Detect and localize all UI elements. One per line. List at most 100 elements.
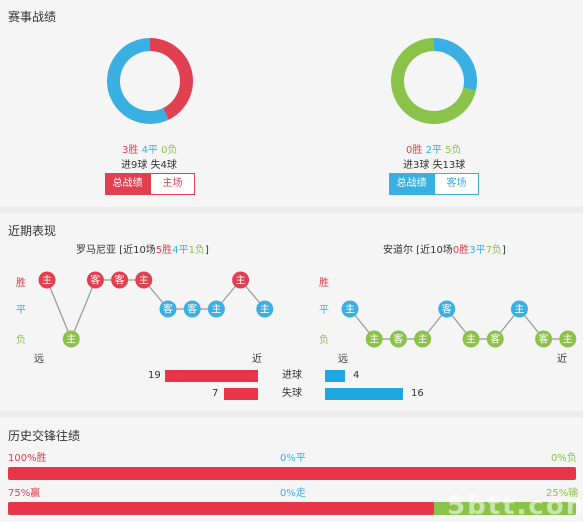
right-form-match-dot xyxy=(365,330,383,348)
right-form-chart: 主主客主客主 客主客主 xyxy=(341,300,577,348)
left-form-prefix: [近10场 xyxy=(116,245,156,256)
right-form-header: 安道尔 [近10场0胜3平7负] xyxy=(383,241,506,256)
left-form-chart: 主主客客主客客主主主 xyxy=(38,271,274,348)
right-form-match-dot xyxy=(510,300,528,318)
right-record-tabs: 总战绩 客场 xyxy=(389,173,479,195)
h2h-handicap-loss-pct: 25%输 xyxy=(546,488,579,499)
h2h-draw-pct: 0%平 xyxy=(280,453,306,464)
record-title: 赛事战绩 xyxy=(8,10,57,24)
left-wins: 3胜 xyxy=(122,145,139,156)
left-goals: 进9球 xyxy=(121,160,148,171)
right-form-trend-line xyxy=(349,308,568,340)
left-form-match-dot xyxy=(207,300,225,318)
left-conceded-value: 7 xyxy=(212,388,219,399)
left-draws: 4平 xyxy=(141,145,158,156)
record-donuts xyxy=(106,38,477,124)
left-form-venue-label: 客 xyxy=(187,303,197,316)
left-form-losses: 1负 xyxy=(188,245,205,256)
left-far-label: 远 xyxy=(34,354,44,365)
left-form-match-dot xyxy=(159,300,177,318)
left-form-venue-label: 客 xyxy=(163,303,173,316)
right-form-match-dot xyxy=(486,330,504,348)
left-form-venue-label: 主 xyxy=(211,304,221,316)
left-form-match-dot xyxy=(86,271,104,289)
left-form-match-dot xyxy=(111,271,129,289)
left-form-wins: 5胜 xyxy=(155,245,173,256)
right-donut-slice-1 xyxy=(434,38,477,91)
right-form-venue-label: 主 xyxy=(563,334,573,346)
left-goal-summary: 进9球 失4球 xyxy=(121,156,177,171)
right-donut-slice-2 xyxy=(391,38,476,124)
recent-form-title: 近期表现 xyxy=(8,224,57,238)
left-form-venue-label: 主 xyxy=(139,275,149,287)
h2h-handicap-win-pct: 75%赢 xyxy=(8,488,41,499)
right-form-match-dot xyxy=(389,330,407,348)
right-conceded-value: 16 xyxy=(411,388,424,399)
right-team-name: 安道尔 xyxy=(383,245,413,256)
right-form-venue-label: 主 xyxy=(514,304,524,316)
h2h-win-pct: 100%胜 xyxy=(8,453,47,464)
right-form-venue-label: 客 xyxy=(490,333,500,346)
right-draws: 2平 xyxy=(425,145,442,156)
right-form-venue-label: 客 xyxy=(442,303,452,316)
right-ylabel-win: 胜 xyxy=(319,278,329,289)
left-losses: 0负 xyxy=(161,145,178,156)
right-losses: 5负 xyxy=(445,145,462,156)
right-form-match-dot xyxy=(535,330,553,348)
left-goals-value: 19 xyxy=(148,370,161,381)
tab-away-right[interactable]: 客场 xyxy=(434,173,479,195)
right-form-venue-label: 客 xyxy=(393,333,403,346)
head-to-head-panel: 历史交锋往绩 100%胜 0%平 0%负 75%赢 0%走 25%输 5btt.… xyxy=(0,417,583,522)
right-far-label: 远 xyxy=(338,354,348,365)
tab-overall-right[interactable]: 总战绩 xyxy=(389,173,434,195)
h2h-handicap-bar xyxy=(8,502,434,515)
left-form-venue-label: 主 xyxy=(260,304,270,316)
right-form-losses: 7负 xyxy=(485,245,502,256)
right-goals: 进3球 xyxy=(403,160,430,171)
left-form-venue-label: 客 xyxy=(90,274,100,287)
right-goals-value: 4 xyxy=(353,370,360,381)
tab-overall-left[interactable]: 总战绩 xyxy=(105,173,150,195)
right-form-venue-label: 主 xyxy=(466,334,476,346)
right-wins: 0胜 xyxy=(406,145,423,156)
conceded-label: 失球 xyxy=(282,388,302,399)
watermark-logo: 5btt.com xyxy=(447,491,583,521)
left-form-venue-label: 客 xyxy=(115,274,125,287)
goals-label: 进球 xyxy=(282,370,302,381)
h2h-loss-pct: 0%负 xyxy=(551,453,577,464)
right-form-wins: 0胜 xyxy=(452,245,470,256)
head-to-head-title: 历史交锋往绩 xyxy=(8,429,81,443)
left-near-label: 近 xyxy=(252,354,262,365)
left-conceded-bar xyxy=(224,388,258,400)
right-record-donut xyxy=(391,38,477,124)
left-form-match-dot xyxy=(135,271,153,289)
left-form-match-dot xyxy=(256,300,274,318)
right-form-suffix: ] xyxy=(501,245,506,256)
right-form-match-dot xyxy=(414,330,432,348)
right-form-match-dot xyxy=(438,300,456,318)
recent-form-panel: 近期表现 罗马尼亚 [近10场5胜4平1负] 安道尔 [近10场0胜3平7负] … xyxy=(0,213,583,411)
left-form-match-dot xyxy=(232,271,250,289)
left-form-header: 罗马尼亚 [近10场5胜4平1负] xyxy=(76,241,209,256)
left-record-summary: 3胜 4平 0负 xyxy=(122,141,178,156)
right-conceded-bar xyxy=(325,388,403,400)
right-near-label: 近 xyxy=(557,354,567,365)
right-form-venue-label: 主 xyxy=(418,334,428,346)
left-ylabel-win: 胜 xyxy=(16,278,26,289)
left-form-suffix: ] xyxy=(204,245,209,256)
left-ylabel-loss: 负 xyxy=(16,335,26,346)
left-goals-bar xyxy=(165,370,258,382)
left-record-donut xyxy=(106,38,193,124)
left-form-draws: 4平 xyxy=(172,245,189,256)
left-form-venue-label: 主 xyxy=(236,275,246,287)
left-form-match-dot xyxy=(183,300,201,318)
left-form-venue-label: 主 xyxy=(66,334,76,346)
right-goal-summary: 进3球 失13球 xyxy=(403,156,465,171)
tab-home-left[interactable]: 主场 xyxy=(150,173,195,195)
left-form-match-dot xyxy=(38,271,56,289)
left-record-tabs: 总战绩 主场 xyxy=(105,173,195,195)
right-form-match-dot xyxy=(559,330,577,348)
left-form-trend-line xyxy=(46,279,266,341)
h2h-result-bar xyxy=(8,467,576,480)
left-form-venue-label: 主 xyxy=(42,275,52,287)
